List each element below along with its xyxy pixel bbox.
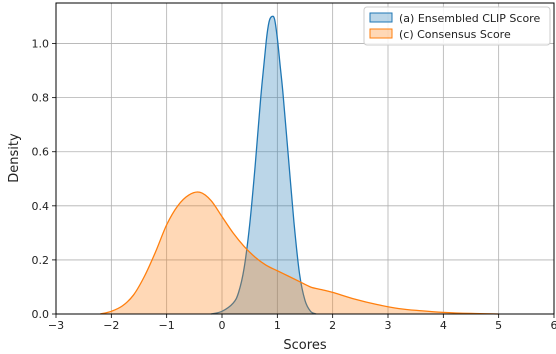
y-axis-label: Density xyxy=(7,133,22,183)
x-axis-label: Scores xyxy=(283,338,326,353)
x-tick-label: −3 xyxy=(48,319,64,332)
legend-box xyxy=(363,6,551,46)
x-tick-label: 1 xyxy=(274,319,281,332)
axis-ticks: −3 −2 −1 0 1 2 3 4 5 6 0.0 0.2 0.4 0.6 0.8 1.0 xyxy=(32,38,556,332)
y-tick-label: 0.0 xyxy=(32,308,50,321)
density-areas xyxy=(100,15,499,315)
legend-label-0: (a) Ensembled CLIP Score xyxy=(399,12,540,25)
plot-frame xyxy=(55,2,555,315)
legend-swatch-0 xyxy=(369,12,393,23)
series-1-line xyxy=(100,191,499,315)
y-tick-label: 0.2 xyxy=(32,254,50,267)
x-tick-label: −1 xyxy=(159,319,175,332)
series-0-line xyxy=(210,15,317,315)
x-tick-label: 5 xyxy=(495,319,502,332)
y-tick-label: 0.4 xyxy=(32,200,50,213)
x-tick-label: 0 xyxy=(219,319,226,332)
y-tick-label: 1.0 xyxy=(32,38,50,51)
legend-label-1: (c) Consensus Score xyxy=(399,28,511,41)
series-1-area xyxy=(100,192,499,314)
grid xyxy=(55,3,555,315)
x-tick-label: 6 xyxy=(551,319,556,332)
x-tick-label: 4 xyxy=(440,319,447,332)
x-tick-label: 2 xyxy=(329,319,336,332)
x-tick-label: −2 xyxy=(103,319,119,332)
y-tick-label: 0.6 xyxy=(32,146,50,159)
legend: (a) Ensembled CLIP Score (c) Consensus Sc… xyxy=(363,6,551,46)
series-0-area xyxy=(210,16,317,315)
legend-swatch-1 xyxy=(369,28,393,39)
y-tick-label: 0.8 xyxy=(32,92,50,105)
x-tick-label: 3 xyxy=(385,319,392,332)
